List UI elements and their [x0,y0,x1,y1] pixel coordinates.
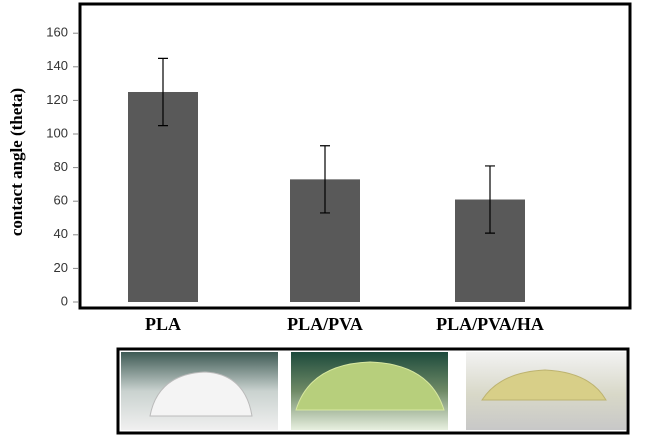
plot-area: 0 20 40 60 80 100 120 140 160 PLA PLA/PVA PLA/PVA/H… [46,25,544,334]
x-tick-label: PLA/PVA/HA [436,314,544,334]
error-bar [158,57,168,127]
droplet-photos [116,347,630,435]
droplet [149,371,253,417]
y-axis-label: contact angle (theta) [7,88,26,236]
y-tick-label: 100 [46,125,68,140]
y-tick-label: 20 [54,260,68,275]
x-tick-label: PLA [145,314,181,334]
error-bar [485,165,495,234]
y-tick-label: 160 [46,25,68,40]
droplet [481,369,607,401]
droplet [295,361,445,411]
y-tick-label: 60 [54,193,68,208]
y-tick-label: 140 [46,58,68,73]
y-tick-label: 120 [46,92,68,107]
y-tick-label: 80 [54,159,68,174]
bar [128,92,198,302]
error-bar [320,145,330,214]
y-tick-label: 40 [54,226,68,241]
plot-frame [78,2,632,310]
x-tick-label: PLA/PVA [287,314,363,334]
y-tick-label: 0 [61,293,68,308]
